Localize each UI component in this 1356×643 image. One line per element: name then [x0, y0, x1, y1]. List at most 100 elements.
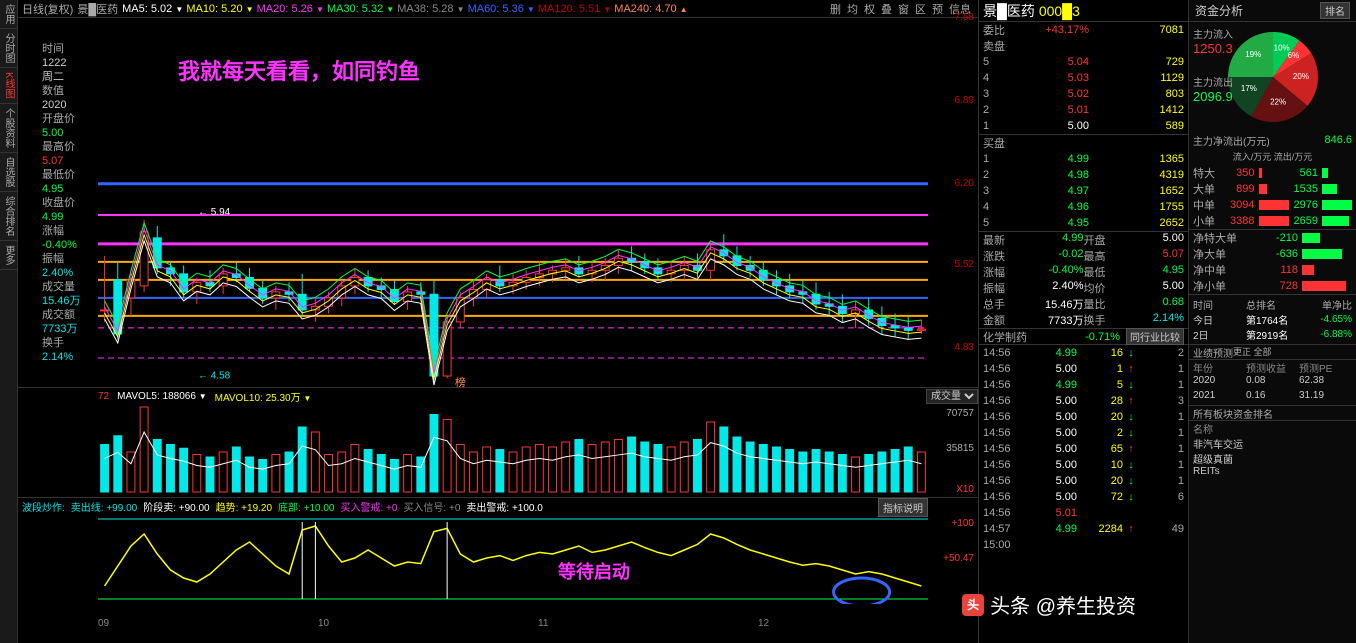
ind-底部: 底部: +10.00 — [278, 499, 334, 514]
info-value: 5.07 — [42, 154, 100, 168]
tick-row: 14:565.002↓1 — [979, 425, 1188, 441]
candlestick-chart[interactable]: 时间 1222 周二 数值 2020 开盘价5.00最高价5.07最低价4.95… — [18, 18, 978, 388]
ind-卖出线: 卖出线: +99.00 — [71, 499, 137, 514]
forecast-row: 20200.0862.38 — [1189, 375, 1356, 390]
tick-row: 14:565.0065↑1 — [979, 441, 1188, 457]
kline-type: 日线(复权) — [22, 1, 73, 17]
annotation-bottom: 等待启动 — [558, 558, 630, 584]
quote-grid: 最新 4.99开盘 5.00涨跌 -0.02最高 5.07涨幅 -0.40%最低… — [979, 232, 1188, 329]
ma-MA5: MA5: 5.02 — [122, 3, 183, 15]
net-flow-row: 主力净流出(万元) 846.6 — [1189, 132, 1356, 148]
buy-row: 34.971652 — [979, 183, 1188, 199]
vol-ytick-1: 70757 — [946, 408, 974, 419]
y-axis: 7.586.896.205.524.83 — [934, 18, 978, 388]
industry-compare-button[interactable]: 同行业比较 — [1126, 328, 1184, 345]
fund-header: 资金分析 排名 — [1189, 0, 1356, 22]
fund-row: 小单33882659 — [1189, 213, 1356, 229]
tick-row: 14:564.9916↓2 — [979, 345, 1188, 361]
info-label: 成交量 — [42, 280, 100, 294]
weekday: 周二 — [42, 70, 100, 84]
toolbar-区[interactable]: 区 — [912, 4, 929, 16]
x-label: 12 — [758, 618, 978, 632]
tick-row: 14:565.0010↓1 — [979, 457, 1188, 473]
tab-app[interactable]: 应用 — [0, 0, 17, 29]
x-axis: 09101112 — [18, 618, 978, 632]
fund-panel: 资金分析 排名 10%6%20%22%17%19% 主力流入 1250.3 主力… — [1188, 0, 1356, 643]
toolbar-权[interactable]: 权 — [861, 4, 878, 16]
industry-row: 化学制药 -0.71% 同行业比较 — [979, 329, 1188, 345]
svg-text:← 4.58: ← 4.58 — [198, 370, 231, 381]
vol-ytick-2: 35815 — [946, 443, 974, 454]
net-row: 净小单728 — [1189, 278, 1356, 294]
sector-item[interactable]: 非汽车交运 — [1189, 436, 1356, 451]
net-row: 净中单118 — [1189, 262, 1356, 278]
chart-area: 日线(复权) 景█医药 MA5: 5.02 MA10: 5.20 MA20: 5… — [18, 0, 978, 643]
info-label: 最高价 — [42, 140, 100, 154]
sector-item[interactable]: 超级真菌 — [1189, 451, 1356, 466]
toolbar-删[interactable]: 删 — [827, 4, 844, 16]
quote-row: 振幅 2.40%均价 5.00 — [979, 280, 1188, 296]
vol-prefix: 72 — [98, 391, 109, 402]
stock-name-masked: 景█医药 — [77, 1, 118, 17]
buy-row: 14.991365 — [979, 151, 1188, 167]
toolbar-窗[interactable]: 窗 — [895, 4, 912, 16]
toolbar-预[interactable]: 预 — [929, 4, 946, 16]
ind-阶段卖: 阶段卖: +90.00 — [143, 499, 209, 514]
ma-MA38: MA38: 5.28 — [397, 3, 464, 15]
info-panel: 时间 1222 周二 数值 2020 开盘价5.00最高价5.07最低价4.95… — [42, 42, 100, 364]
buy-row: 44.961755 — [979, 199, 1188, 215]
sector-item[interactable]: REITs — [1189, 466, 1356, 481]
info-label: 成交额 — [42, 308, 100, 322]
rank-row: 2日第2919名-6.88% — [1193, 327, 1352, 342]
rank-button[interactable]: 排名 — [1320, 2, 1350, 19]
volume-panel[interactable]: 72 MAVOL5: 188066 MAVOL10: 25.30万 成交量 70… — [18, 388, 978, 498]
tab-info[interactable]: 个股资料 — [0, 104, 17, 153]
info-value: 2.40% — [42, 266, 100, 280]
forecast-table: 业绩预测 更正 全部 年份预测收益预测PE 20200.0862.3820210… — [1189, 344, 1356, 405]
ytick: 4.83 — [955, 342, 974, 353]
ind-卖出警戒: 卖出警戒: +100.0 — [466, 499, 542, 514]
fund-pie: 10%6%20%22%17%19% 主力流入 1250.3 主力流出 2096.… — [1189, 22, 1356, 132]
fund-table-header: 流入/万元 流出/万元 — [1189, 148, 1356, 165]
x-label: 09 — [98, 618, 318, 632]
toolbar-均[interactable]: 均 — [844, 4, 861, 16]
forecast-row: 20210.1631.19 — [1189, 390, 1356, 405]
fund-row: 中单30942976 — [1189, 197, 1356, 213]
sell-row: 45.031129 — [979, 70, 1188, 86]
tick-row: 14:565.01 — [979, 505, 1188, 521]
tab-kline[interactable]: K线图 — [0, 68, 17, 104]
quote-panel: 景█医药 000█3 委比 +43.17% 7081 卖盘55.0472945.… — [978, 0, 1188, 643]
svg-text:19%: 19% — [1245, 50, 1261, 59]
info-value: 5.00 — [42, 126, 100, 140]
tab-more[interactable]: 更多 — [0, 241, 17, 270]
fund-breakdown: 特大350561大单8991535中单30942976小单33882659 — [1189, 165, 1356, 229]
vol-x10: X10 — [956, 484, 974, 495]
ind-趋势: 趋势: +19.20 — [216, 499, 272, 514]
toutiao-icon: 头 — [962, 594, 984, 616]
rank-row: 今日第1764名-4.65% — [1193, 312, 1352, 327]
indicator-panel[interactable]: 波段炒作: 卖出线: +99.00 阶段卖: +90.00 趋势: +19.20… — [18, 498, 978, 618]
indicator-desc-button[interactable]: 指标说明 — [878, 498, 928, 517]
info-value: 4.99 — [42, 210, 100, 224]
toolbar-叠[interactable]: 叠 — [878, 4, 895, 16]
ma-MA30: MA30: 5.32 — [327, 3, 394, 15]
quote-row: 金额 7733万换手 2.14% — [979, 312, 1188, 328]
svg-text:6%: 6% — [1287, 51, 1299, 60]
tick-row: 14:564.995↓1 — [979, 377, 1188, 393]
ind-ytick-1: +100 — [951, 518, 974, 529]
volume-dropdown[interactable]: 成交量 — [926, 389, 978, 404]
sell-row: 15.00589 — [979, 118, 1188, 134]
ma-MA10: MA10: 5.20 — [186, 3, 253, 15]
quote-row: 最新 4.99开盘 5.00 — [979, 232, 1188, 248]
tab-rank[interactable]: 综合排名 — [0, 192, 17, 241]
sell-row: 55.04729 — [979, 54, 1188, 70]
tick-row: 14:565.0072↓6 — [979, 489, 1188, 505]
tab-watch[interactable]: 自选股 — [0, 153, 17, 192]
svg-text:17%: 17% — [1240, 84, 1256, 93]
indicator-chart — [98, 514, 928, 604]
tab-time[interactable]: 分时图 — [0, 29, 17, 68]
info-value: -0.40% — [42, 238, 100, 252]
ind-买入警戒: 买入警戒: +0 — [340, 499, 397, 514]
year: 2020 — [42, 98, 100, 112]
info-label: 涨幅 — [42, 224, 100, 238]
